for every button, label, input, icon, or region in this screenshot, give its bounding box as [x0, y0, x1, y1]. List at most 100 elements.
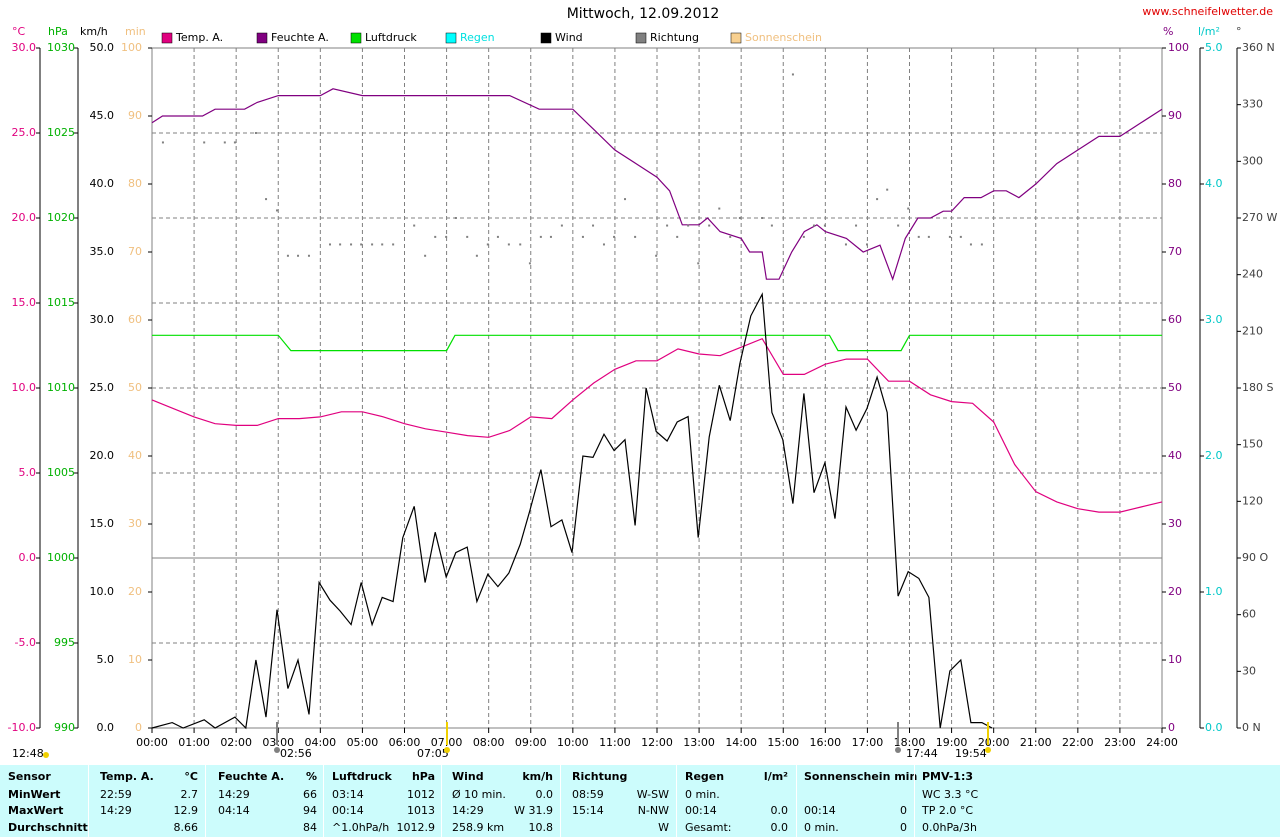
axis-unit: min: [125, 25, 146, 38]
y-tick-label: -10.0: [8, 721, 36, 734]
direction-dot: [360, 243, 363, 246]
table-cell: Temp. A.: [100, 770, 154, 783]
direction-dot: [286, 254, 289, 257]
table-cell: 0 min.: [804, 821, 839, 834]
legend-label: Feuchte A.: [271, 31, 329, 44]
direction-dot: [392, 243, 395, 246]
direction-dot: [486, 243, 489, 246]
table-cell: 14:29: [452, 804, 484, 817]
legend-label: Sonnenschein: [745, 31, 822, 44]
x-tick-label: 11:00: [599, 736, 631, 749]
direction-dot: [927, 235, 930, 238]
y-tick-label: 50: [128, 381, 142, 394]
x-tick-label: 01:00: [178, 736, 210, 749]
direction-dot: [161, 141, 164, 144]
table-cell: Ø 10 min.: [452, 788, 506, 801]
y-tick-label: 5.0: [97, 653, 115, 666]
y-tick-label: 15.0: [12, 296, 37, 309]
x-tick-label: 10:00: [557, 736, 589, 749]
y-tick-label: 25.0: [90, 381, 115, 394]
direction-dot: [519, 243, 522, 246]
y-tick-label: 0: [1168, 721, 1175, 734]
y-tick-label: 25.0: [12, 126, 37, 139]
direction-dot: [708, 224, 711, 227]
y-tick-label: 10.0: [12, 381, 37, 394]
legend-swatch: [730, 32, 742, 44]
y-tick-label: 5.0: [1205, 41, 1223, 54]
y-tick-label: 150: [1242, 438, 1263, 451]
x-tick-label: 04:00: [304, 736, 336, 749]
table-separator: [796, 765, 797, 837]
direction-dot: [254, 132, 257, 134]
table-cell: 1012.9: [396, 821, 436, 834]
legend-swatch: [540, 32, 552, 44]
legend-label: Luftdruck: [365, 31, 417, 44]
y-tick-label: 240: [1242, 268, 1263, 281]
table-separator: [88, 765, 89, 837]
legend-label: Wind: [555, 31, 583, 44]
legend-swatch: [445, 32, 457, 44]
sun-moon-time: 17:44: [906, 747, 938, 760]
y-tick-label: 1.0: [1205, 585, 1223, 598]
series-line: [151, 88, 1163, 282]
table-cell: 00:14: [332, 804, 364, 817]
x-tick-label: 06:00: [389, 736, 421, 749]
direction-dot: [855, 224, 858, 227]
table-cell: Gesamt:: [685, 821, 732, 834]
y-tick-label: 330: [1242, 98, 1263, 111]
table-cell: 04:14: [218, 804, 250, 817]
direction-dot: [413, 224, 416, 227]
table-cell: 1013: [407, 804, 435, 817]
direction-dot: [634, 235, 637, 238]
direction-dot: [897, 224, 900, 227]
direction-dot: [980, 243, 983, 246]
direction-dot: [528, 262, 531, 265]
x-tick-label: 19:00: [936, 736, 968, 749]
y-tick-label: 5.0: [19, 466, 37, 479]
direction-dot: [655, 254, 658, 257]
table-cell: 258.9 km: [452, 821, 505, 834]
table-cell: W 31.9: [514, 804, 553, 817]
y-tick-label: 40.0: [90, 177, 115, 190]
table-separator: [323, 765, 324, 837]
table-cell: WC 3.3 °C: [922, 788, 979, 801]
y-tick-label: 1025: [47, 126, 75, 139]
direction-dot: [613, 235, 616, 238]
y-tick-label: 0 N: [1242, 721, 1261, 734]
direction-dot: [844, 243, 847, 246]
direction-dot: [802, 235, 805, 238]
table-cell: Sensor: [8, 770, 51, 783]
table-cell: 0: [900, 804, 907, 817]
axis-unit: %: [1163, 25, 1173, 38]
direction-dot: [761, 217, 764, 219]
table-cell: Richtung: [572, 770, 628, 783]
y-tick-label: 20.0: [90, 449, 115, 462]
legend-label: Temp. A.: [175, 31, 223, 44]
direction-dot: [454, 217, 457, 219]
y-tick-label: 50: [1168, 381, 1182, 394]
table-cell: PMV-1:3: [922, 770, 973, 783]
x-tick-label: 22:00: [1062, 736, 1094, 749]
y-tick-label: 35.0: [90, 245, 115, 258]
legend-swatch: [256, 32, 268, 44]
y-tick-label: 3.0: [1205, 313, 1223, 326]
y-tick-label: 270 W: [1242, 211, 1277, 224]
table-cell: 12.9: [173, 804, 199, 817]
table-cell: %: [305, 770, 317, 783]
table-cell: 22:59: [100, 788, 132, 801]
table-cell: 0.0hPa/3h: [922, 821, 978, 834]
table-cell: 00:14: [804, 804, 836, 817]
table-cell: TP 2.0 °C: [922, 804, 974, 817]
y-tick-label: 300: [1242, 154, 1263, 167]
moon-icon: [274, 747, 280, 753]
moon-icon: [895, 747, 901, 753]
table-cell: W-SW: [636, 788, 669, 801]
direction-dot: [676, 235, 679, 238]
y-tick-label: 45.0: [90, 109, 115, 122]
table-cell: Sonnenschein min: [804, 770, 918, 783]
table-cell: 14:29: [100, 804, 132, 817]
x-tick-label: 23:00: [1104, 736, 1136, 749]
x-tick-label: 18:00: [894, 736, 926, 749]
y-tick-label: 1005: [47, 466, 75, 479]
y-tick-label: 180 S: [1242, 381, 1273, 394]
